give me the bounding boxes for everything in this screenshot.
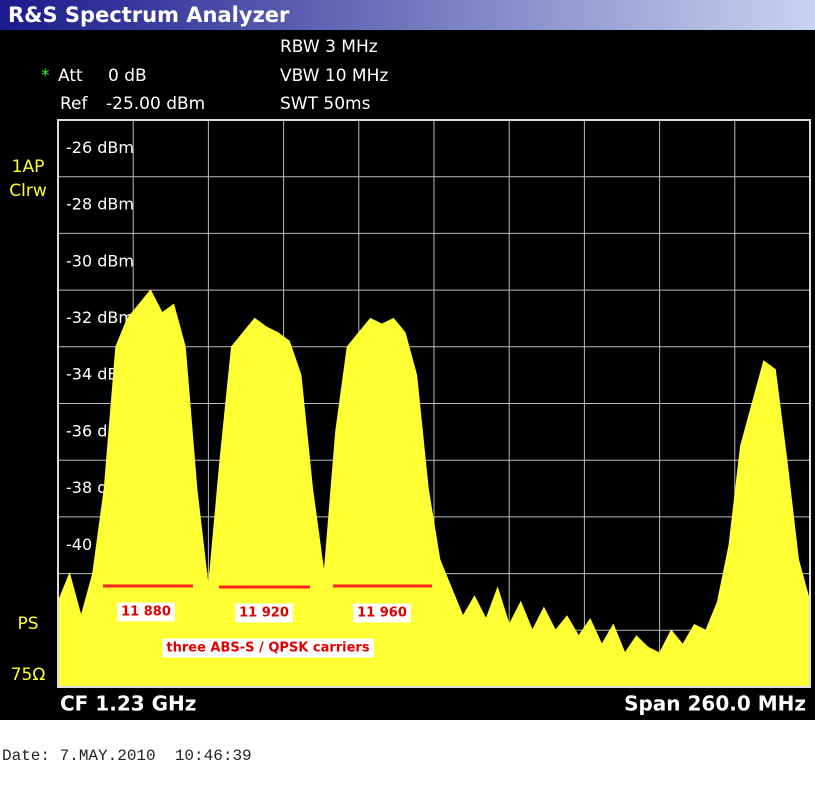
att-marker: * (41, 66, 50, 86)
impedance: 75Ω (11, 665, 46, 685)
detector: Clrw (9, 181, 47, 201)
att-label: Att (58, 66, 83, 86)
vbw: VBW 10 MHz (280, 66, 388, 86)
annotation: 11 960 (357, 606, 407, 621)
annotation: 11 880 (121, 605, 171, 620)
annotation-box (353, 603, 411, 623)
annotation-box (162, 638, 374, 658)
ref-value: -25.00 dBm (106, 94, 205, 114)
annotation-box (235, 603, 293, 623)
annotation-box (117, 602, 175, 622)
annotation: 11 920 (239, 606, 289, 621)
y-tick-label: -26 dBm (66, 138, 134, 157)
title: R&S Spectrum Analyzer (8, 3, 290, 27)
att-value: 0 dB (108, 66, 147, 86)
trace-mode: 1AP (12, 157, 45, 177)
ps: PS (17, 614, 38, 634)
swt: SWT 50ms (280, 94, 371, 114)
y-tick-label: -28 dBm (66, 195, 134, 214)
center-frequency: CF 1.23 GHz (60, 692, 196, 716)
span: Span 260.0 MHz (624, 692, 806, 716)
plot-frame (57, 119, 811, 688)
ref-label: Ref (60, 94, 89, 114)
rbw: RBW 3 MHz (280, 37, 378, 57)
title-bar (0, 0, 815, 30)
date: Date: 7.MAY.2010 10:46:39 (2, 747, 252, 765)
y-tick-label: -30 dBm (66, 251, 134, 270)
y-tick-label: -32 dBm (66, 308, 134, 327)
annotation: three ABS-S / QPSK carriers (166, 641, 369, 656)
